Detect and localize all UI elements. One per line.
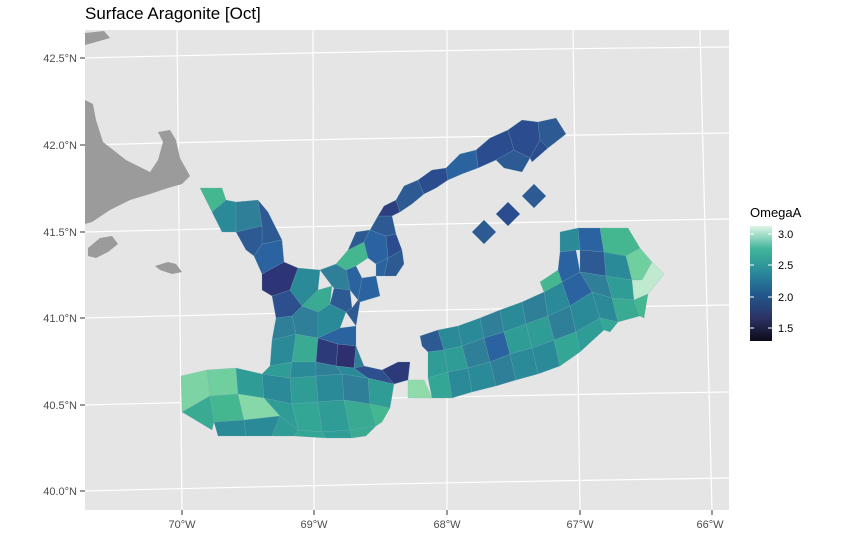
cell-arm-7 (537, 117, 567, 149)
cell-west-11 (301, 285, 333, 313)
region-northern-arm (395, 117, 567, 245)
region-south-shelf (180, 333, 433, 439)
land-coast-north (85, 31, 110, 45)
cell-west-6 (253, 239, 285, 275)
legend-colorbar (750, 226, 772, 341)
cell-gsc-4 (369, 215, 397, 237)
cell-south-33 (381, 361, 411, 385)
cell-gsc-5 (385, 233, 403, 259)
cell-gsc-3 (375, 257, 389, 277)
cell-south-7 (341, 373, 371, 405)
cell-west-15 (317, 325, 357, 347)
cell-south-17 (213, 419, 247, 437)
land-marthas-vineyard (88, 236, 118, 258)
cell-diamond-1 (471, 219, 497, 245)
y-tick-label: 40.5°N (43, 400, 77, 412)
cell-diamond-3 (521, 183, 547, 209)
cell-south-26 (335, 343, 357, 369)
cell-south-16 (369, 403, 391, 427)
cell-gb-27 (559, 227, 581, 253)
cell-south-5 (289, 375, 319, 405)
cell-west-14 (329, 287, 353, 313)
land (85, 31, 190, 274)
x-tick-label: 68°W (433, 519, 461, 531)
legend-title: OmegaA (750, 205, 802, 220)
parallel-42-5n (85, 46, 729, 59)
cell-gb-23 (557, 249, 581, 283)
y-tick-label: 41.0°N (43, 313, 77, 325)
meridian-66w (699, 30, 713, 510)
x-tick-label: 66°W (696, 519, 724, 531)
cell-west-20 (357, 275, 381, 303)
cell-gb-39 (633, 293, 649, 319)
cell-diamond-2 (495, 201, 521, 227)
parallel-41-5n (85, 218, 729, 233)
y-tick-label: 42.0°N (43, 140, 77, 152)
x-tick-label: 70°W (168, 519, 196, 531)
x-tick-label: 69°W (300, 519, 328, 531)
cell-arm-8 (529, 139, 549, 163)
cell-west-13 (317, 303, 347, 339)
legend: OmegaA 3.0 2.5 2.0 1.5 (750, 205, 802, 341)
omega-cells (180, 117, 665, 439)
parallel-40-5n (85, 391, 729, 406)
legend-label: 1.5 (778, 323, 793, 335)
map-title: Surface Aragonite [Oct] (85, 4, 261, 23)
y-tick-label: 40.0°N (43, 486, 77, 498)
x-tick-label: 67°W (566, 519, 594, 531)
y-axis: 42.5°N 42.0°N 41.5°N 41.0°N 40.5°N 40.0°… (43, 53, 85, 498)
legend-label: 2.5 (778, 260, 793, 272)
legend-label: 3.0 (778, 229, 793, 241)
cell-south-24 (291, 333, 319, 363)
legend-label: 2.0 (778, 292, 793, 304)
cell-south-6 (315, 373, 345, 403)
cell-gb-29 (579, 249, 607, 277)
cell-gb-28 (577, 227, 605, 253)
region-great-south-channel (363, 199, 405, 277)
land-cape-cod (85, 100, 190, 224)
cell-south-2 (206, 367, 239, 397)
y-tick-label: 42.5°N (43, 53, 77, 65)
y-tick-label: 41.5°N (43, 227, 77, 239)
cell-gb-32 (599, 317, 619, 333)
cell-west-21 (345, 299, 361, 327)
land-nantucket (155, 262, 182, 274)
cell-arm-5 (495, 149, 531, 173)
region-georges-bank (419, 227, 665, 399)
cell-south-29 (289, 361, 317, 379)
parallel-40-0n (85, 477, 729, 492)
cell-south-22 (349, 425, 377, 439)
x-axis: 70°W 69°W 68°W 67°W 66°W (168, 510, 724, 531)
